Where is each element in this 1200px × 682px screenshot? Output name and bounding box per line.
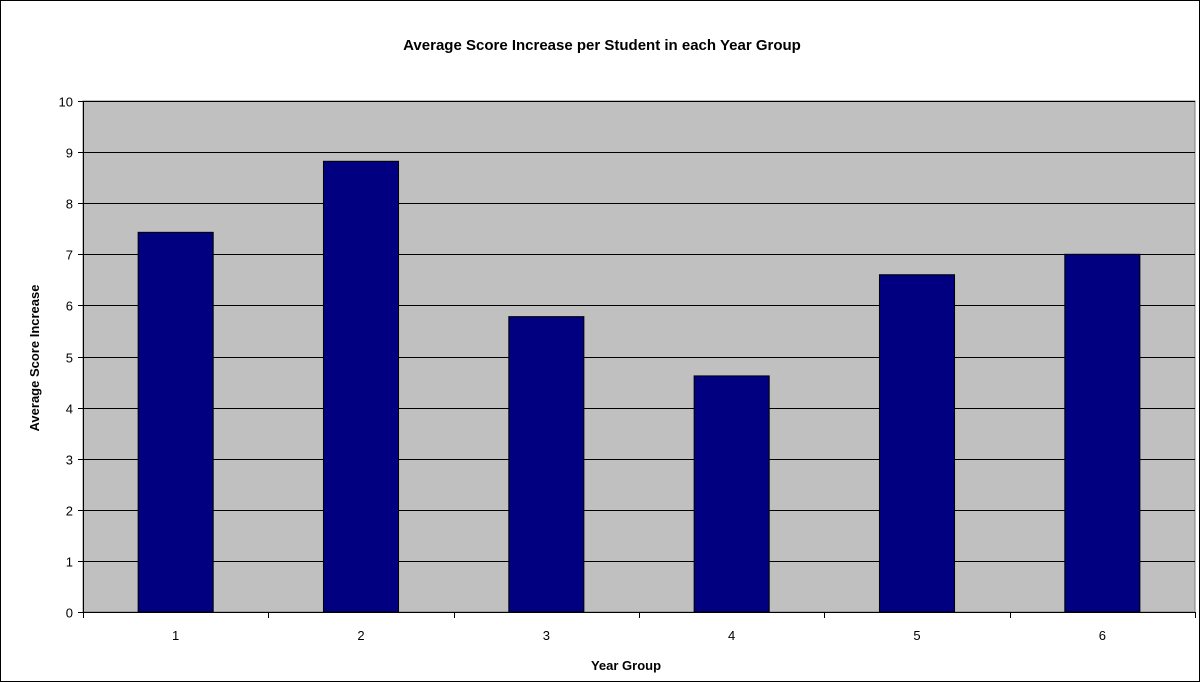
y-tick-label-6: 6: [66, 299, 73, 314]
bar-5: [878, 274, 956, 613]
bar-3: [508, 316, 585, 613]
y-tick-label-5: 5: [66, 351, 73, 366]
y-tick-label-10: 10: [59, 95, 73, 110]
x-tick-label-6: 6: [1099, 628, 1106, 643]
x-tick-label-4: 4: [728, 628, 735, 643]
bar-4: [693, 375, 770, 613]
y-tick-label-4: 4: [66, 402, 73, 417]
x-axis-title: Year Group: [591, 658, 661, 673]
bar-1: [137, 231, 214, 613]
y-axis-title: Average Score Increase: [27, 285, 42, 432]
y-tick-label-9: 9: [66, 146, 73, 161]
y-tick-label-8: 8: [66, 197, 73, 212]
x-tick-label-2: 2: [357, 628, 364, 643]
bar-6: [1064, 253, 1141, 613]
y-tick-label-1: 1: [66, 555, 73, 570]
y-tick-label-2: 2: [66, 504, 73, 519]
x-tick-label-5: 5: [913, 628, 920, 643]
x-tick-label-3: 3: [543, 628, 550, 643]
plot-background: [82, 100, 1196, 613]
y-tick-label-7: 7: [66, 248, 73, 263]
y-tick-label-0: 0: [66, 606, 73, 621]
chart-title: Average Score Increase per Student in ea…: [403, 37, 801, 54]
x-tick-label-1: 1: [172, 628, 179, 643]
plot-area: 0 1 2 3 4 5 6 7 8 9 10 1 2 3 4 5 6: [59, 95, 1196, 643]
bar-2: [322, 160, 400, 613]
y-tick-label-3: 3: [66, 453, 73, 468]
